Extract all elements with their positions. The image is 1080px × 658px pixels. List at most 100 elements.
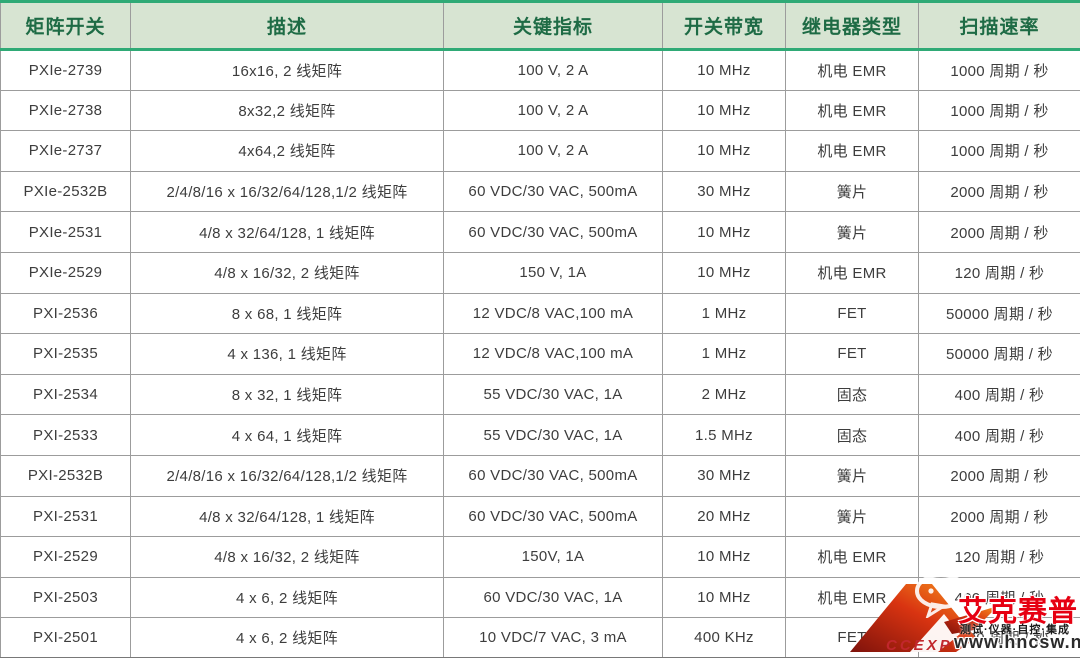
table-cell: 4 x 136, 1 线矩阵 [130,333,444,375]
table-cell: PXI-2534 [0,373,131,416]
table-cell: 100 V, 2 A [443,89,663,132]
table-cell: FET [785,333,919,375]
table-cell: 簧片 [785,170,919,213]
table-cell: 机电 EMR [785,576,919,619]
table-cell: 8x32,2 线矩阵 [130,89,444,132]
table-cell: 10 MHz [662,211,786,253]
table-cell: FET [785,617,919,658]
table-cell: 16x16, 2 线矩阵 [130,49,444,91]
table-cell: 30 MHz [662,170,786,213]
table-cell: 12 VDC/8 VAC,100 mA [443,333,663,375]
table-cell: FET [785,292,919,335]
table-cell: 机电 EMR [785,130,919,172]
table-cell: PXI-2532B [0,454,131,497]
column-header: 矩阵开关 [0,0,131,51]
table-cell: PXIe-2529 [0,251,131,294]
table-cell: 2/4/8/16 x 16/32/64/128,1/2 线矩阵 [130,454,444,497]
table-cell: 12 VDC/8 VAC,100 mA [443,292,663,335]
table-cell: 60 VDC/30 VAC, 500mA [443,495,663,538]
table-row: PXIe-2529 4/8 x 16/32, 2 线矩阵 150 V, 1A 10 M… [0,251,1080,294]
table-cell: PXI-2531 [0,495,131,538]
table-cell: PXI-2503 [0,576,131,619]
table-cell: 400 KHz [662,617,786,658]
table-cell: 1 MHz [662,333,786,375]
table-cell: 2000 周期 / 秒 [918,170,1080,213]
table-cell: 50000 周期 / 秒 [918,333,1080,375]
table-body: PXIe-2739 16x16, 2 线矩阵 100 V, 2 A 10 MHz 机电 … [0,49,1080,658]
table-row: PXIe-2531 4/8 x 32/64/128, 1 线矩阵 60 VDC/30… [0,211,1080,253]
table-cell: 50000 周期 / 秒 [918,292,1080,335]
column-header: 关键指标 [443,0,663,51]
table-cell: 2/4/8/16 x 16/32/64/128,1/2 线矩阵 [130,170,444,213]
table-cell: PXI-2529 [0,536,131,578]
table-cell: 机电 EMR [785,251,919,294]
table-cell: 8 x 32, 1 线矩阵 [130,373,444,416]
table-cell: PXI-2501 [0,617,131,658]
column-header: 开关带宽 [662,0,786,51]
table-cell: 55 VDC/30 VAC, 1A [443,373,663,416]
table-row: PXI-2535 4 x 136, 1 线矩阵 12 VDC/8 VAC,100 m… [0,333,1080,375]
table-cell: PXIe-2532B [0,170,131,213]
table-cell: 30 MHz [662,454,786,497]
table-cell: PXIe-2738 [0,89,131,132]
table-cell: 100 V, 2 A [443,49,663,91]
table-cell: 簧片 [785,211,919,253]
header-row: 矩阵开关 描述 关键指标 开关带宽 继电器类型 扫描速率 [0,0,1080,51]
table-cell: 固态 [785,373,919,416]
table-cell: PXIe-2531 [0,211,131,253]
table-cell: 10 MHz [662,49,786,91]
table-cell: 120 周期 / 秒 [918,251,1080,294]
table-cell: 1000 周期 / 秒 [918,89,1080,132]
table-cell: PXI-2536 [0,292,131,335]
table-row: PXI-2501 4 x 6, 2 线矩阵 10 VDC/7 VAC, 3 mA 40… [0,617,1080,658]
table-cell: 400 周期 / 秒 [918,373,1080,416]
table-cell: 8 x 68, 1 线矩阵 [130,292,444,335]
table-cell: 10 MHz [662,251,786,294]
table-cell: 4/8 x 32/64/128, 1 线矩阵 [130,211,444,253]
table-cell: 4/8 x 16/32, 2 线矩阵 [130,536,444,578]
table-cell: 簧片 [785,454,919,497]
table-cell: 1 MHz [662,292,786,335]
table-cell: 150V, 1A [443,536,663,578]
table-cell: 10 MHz [662,89,786,132]
table-cell: 1000 周期 / 秒 [918,49,1080,91]
table-cell: 1000 周期 / 秒 [918,130,1080,172]
table-cell: 10 MHz [662,576,786,619]
table-cell: 1.5 MHz [662,414,786,456]
table-cell: 60 VDC/30 VAC, 500mA [443,454,663,497]
column-header: 继电器类型 [785,0,919,51]
table-cell: 4 x 6, 2 线矩阵 [130,576,444,619]
table-cell: 固态 [785,414,919,456]
table-cell: 4/8 x 32/64/128, 1 线矩阵 [130,495,444,538]
table-cell: 机电 EMR [785,536,919,578]
table-cell: PXIe-2739 [0,49,131,91]
table-cell: PXI-2533 [0,414,131,456]
table-cell: 55 VDC/30 VAC, 1A [443,414,663,456]
table-cell: 2 MHz [662,373,786,416]
table-cell: 2000 周期 / 秒 [918,211,1080,253]
table-cell: 2000 周期 / 秒 [918,454,1080,497]
table-cell: 60 VDC/30 VAC, 500mA [443,170,663,213]
column-header: 扫描速率 [918,0,1080,51]
table-cell: 2000 周期 / 秒 [918,495,1080,538]
table-cell: 4 x 6, 2 线矩阵 [130,617,444,658]
table-cell: 5000 周期 / 秒 [918,617,1080,658]
table-cell: 60 VDC/30 VAC, 500mA [443,211,663,253]
table-cell: PXIe-2737 [0,130,131,172]
table-cell: 簧片 [785,495,919,538]
table-cell: 10 VDC/7 VAC, 3 mA [443,617,663,658]
column-header: 描述 [130,0,444,51]
table-row: PXI-2534 8 x 32, 1 线矩阵 55 VDC/30 VAC, 1A 2 … [0,373,1080,416]
table-cell: 400 周期 / 秒 [918,576,1080,619]
table-row: PXI-2503 4 x 6, 2 线矩阵 60 VDC/30 VAC, 1A 10 … [0,576,1080,619]
table-cell: 120 周期 / 秒 [918,536,1080,578]
table-row: PXI-2536 8 x 68, 1 线矩阵 12 VDC/8 VAC,100 mA… [0,292,1080,335]
table-row: PXIe-2532B 2/4/8/16 x 16/32/64/128,1/2 线矩… [0,170,1080,213]
table-cell: 机电 EMR [785,49,919,91]
table-cell: 10 MHz [662,130,786,172]
table-row: PXI-2531 4/8 x 32/64/128, 1 线矩阵 60 VDC/30 … [0,495,1080,538]
table-cell: 10 MHz [662,536,786,578]
table-cell: 4 x 64, 1 线矩阵 [130,414,444,456]
